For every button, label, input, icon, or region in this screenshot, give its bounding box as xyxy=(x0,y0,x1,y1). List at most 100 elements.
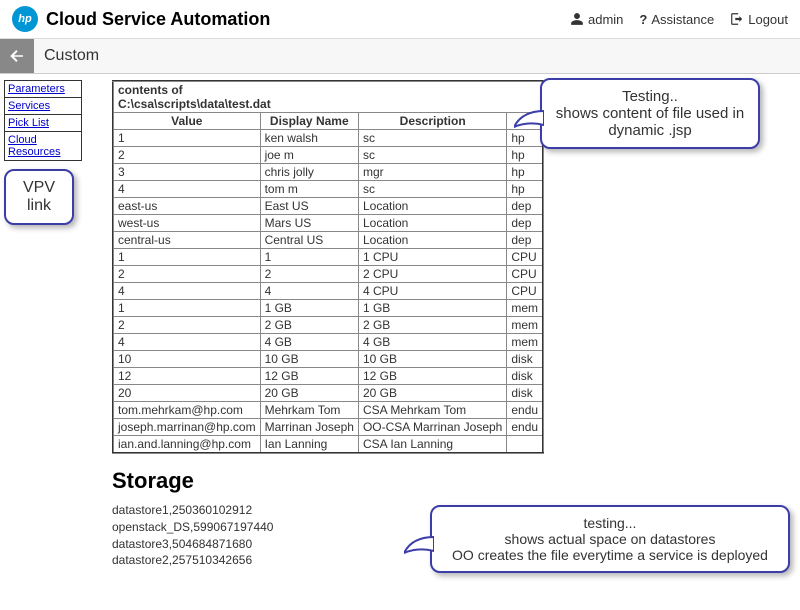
table-cell: Marrinan Joseph xyxy=(260,419,358,436)
table-cell: east-us xyxy=(113,198,260,215)
table-cell: sc xyxy=(358,147,506,164)
table-cell: hp xyxy=(507,181,543,198)
callout-testing-storage: testing...shows actual space on datastor… xyxy=(430,505,790,573)
table-cell: hp xyxy=(507,130,543,147)
table-cell: 10 GB xyxy=(358,351,506,368)
table-row: ian.and.lanning@hp.comIan LanningCSA Ian… xyxy=(113,436,543,454)
table-cell: central-us xyxy=(113,232,260,249)
logout-link[interactable]: Logout xyxy=(730,12,788,27)
col-display-name: Display Name xyxy=(260,113,358,130)
table-cell: 1 xyxy=(113,249,260,266)
table-cell: dep xyxy=(507,198,543,215)
content: contents of C:\csa\scripts\data\test.dat… xyxy=(82,80,544,569)
table-cell: 12 GB xyxy=(358,368,506,385)
table-cell xyxy=(507,436,543,454)
table-cell: hp xyxy=(507,164,543,181)
table-cell: west-us xyxy=(113,215,260,232)
table-cell: dep xyxy=(507,215,543,232)
table-row: 4tom mschp xyxy=(113,181,543,198)
table-cell: 1 GB xyxy=(260,300,358,317)
table-cell: 4 GB xyxy=(260,334,358,351)
col-description: Description xyxy=(358,113,506,130)
table-cell: 3 xyxy=(113,164,260,181)
table-cell: ian.and.lanning@hp.com xyxy=(113,436,260,454)
table-cell: dep xyxy=(507,232,543,249)
logout-icon xyxy=(730,12,744,26)
table-cell: 10 GB xyxy=(260,351,358,368)
table-cell: joe m xyxy=(260,147,358,164)
page-title: Custom xyxy=(34,47,99,65)
table-cell: 1 xyxy=(260,249,358,266)
nav-link-cloud-resources[interactable]: Cloud Resources xyxy=(8,134,61,158)
table-cell: 4 GB xyxy=(358,334,506,351)
table-cell: ken walsh xyxy=(260,130,358,147)
table-cell: CPU xyxy=(507,249,543,266)
table-header-row: Value Display Name Description xyxy=(113,113,543,130)
table-cell: 4 xyxy=(113,334,260,351)
table-cell: 2 xyxy=(113,266,260,283)
table-cell: 2 GB xyxy=(260,317,358,334)
table-cell: mem xyxy=(507,317,543,334)
table-cell: joseph.marrinan@hp.com xyxy=(113,419,260,436)
table-cell: 20 GB xyxy=(358,385,506,402)
topbar-left: hp Cloud Service Automation xyxy=(12,6,270,32)
data-table: contents of C:\csa\scripts\data\test.dat… xyxy=(112,80,544,454)
nav-link-services[interactable]: Services xyxy=(8,100,50,112)
table-cell: Location xyxy=(358,232,506,249)
table-cell: CSA Ian Lanning xyxy=(358,436,506,454)
subheader: Custom xyxy=(0,39,800,74)
table-cell: East US xyxy=(260,198,358,215)
table-cell: 2 xyxy=(113,147,260,164)
table-caption: contents of C:\csa\scripts\data\test.dat xyxy=(113,81,543,113)
table-cell: 1 xyxy=(113,300,260,317)
table-row: 1212 GB12 GBdisk xyxy=(113,368,543,385)
table-row: 2020 GB20 GBdisk xyxy=(113,385,543,402)
table-cell: mem xyxy=(507,334,543,351)
nav-link-parameters[interactable]: Parameters xyxy=(8,83,65,95)
nav-box: Parameters Services Pick List Cloud Reso… xyxy=(4,80,82,161)
table-cell: tom.mehrkam@hp.com xyxy=(113,402,260,419)
table-cell: Mehrkam Tom xyxy=(260,402,358,419)
table-cell: hp xyxy=(507,147,543,164)
col-value: Value xyxy=(113,113,260,130)
help-label: Assistance xyxy=(651,12,714,27)
user-menu[interactable]: admin xyxy=(570,12,623,27)
table-cell: endu xyxy=(507,402,543,419)
table-cell: 4 xyxy=(113,283,260,300)
table-cell: 2 xyxy=(113,317,260,334)
table-row: 2joe mschp xyxy=(113,147,543,164)
table-cell: 4 xyxy=(260,283,358,300)
app-title: Cloud Service Automation xyxy=(46,9,270,30)
table-cell: 1 GB xyxy=(358,300,506,317)
table-cell: 20 xyxy=(113,385,260,402)
table-cell: Ian Lanning xyxy=(260,436,358,454)
table-cell: 1 CPU xyxy=(358,249,506,266)
topbar: hp Cloud Service Automation admin ? Assi… xyxy=(0,0,800,39)
table-cell: endu xyxy=(507,419,543,436)
table-row: 22 GB2 GBmem xyxy=(113,317,543,334)
nav-link-pick-list[interactable]: Pick List xyxy=(8,117,49,129)
logout-label: Logout xyxy=(748,12,788,27)
table-cell: Location xyxy=(358,215,506,232)
table-cell: 4 CPU xyxy=(358,283,506,300)
table-cell: disk xyxy=(507,385,543,402)
topbar-right: admin ? Assistance Logout xyxy=(570,12,788,27)
table-cell: Location xyxy=(358,198,506,215)
vpv-callout: VPV link xyxy=(4,169,74,225)
back-button[interactable] xyxy=(0,39,34,73)
table-cell: sc xyxy=(358,130,506,147)
table-cell: CSA Mehrkam Tom xyxy=(358,402,506,419)
table-cell: 2 CPU xyxy=(358,266,506,283)
table-cell: mgr xyxy=(358,164,506,181)
table-cell: 2 xyxy=(260,266,358,283)
table-row: 44 GB4 GBmem xyxy=(113,334,543,351)
table-cell: 2 GB xyxy=(358,317,506,334)
table-cell: disk xyxy=(507,368,543,385)
help-link[interactable]: ? Assistance xyxy=(639,12,714,27)
table-row: 222 CPUCPU xyxy=(113,266,543,283)
arrow-left-icon xyxy=(8,47,26,65)
table-cell: CPU xyxy=(507,283,543,300)
table-cell: tom m xyxy=(260,181,358,198)
table-row: east-usEast USLocationdep xyxy=(113,198,543,215)
table-row: 3chris jollymgrhp xyxy=(113,164,543,181)
